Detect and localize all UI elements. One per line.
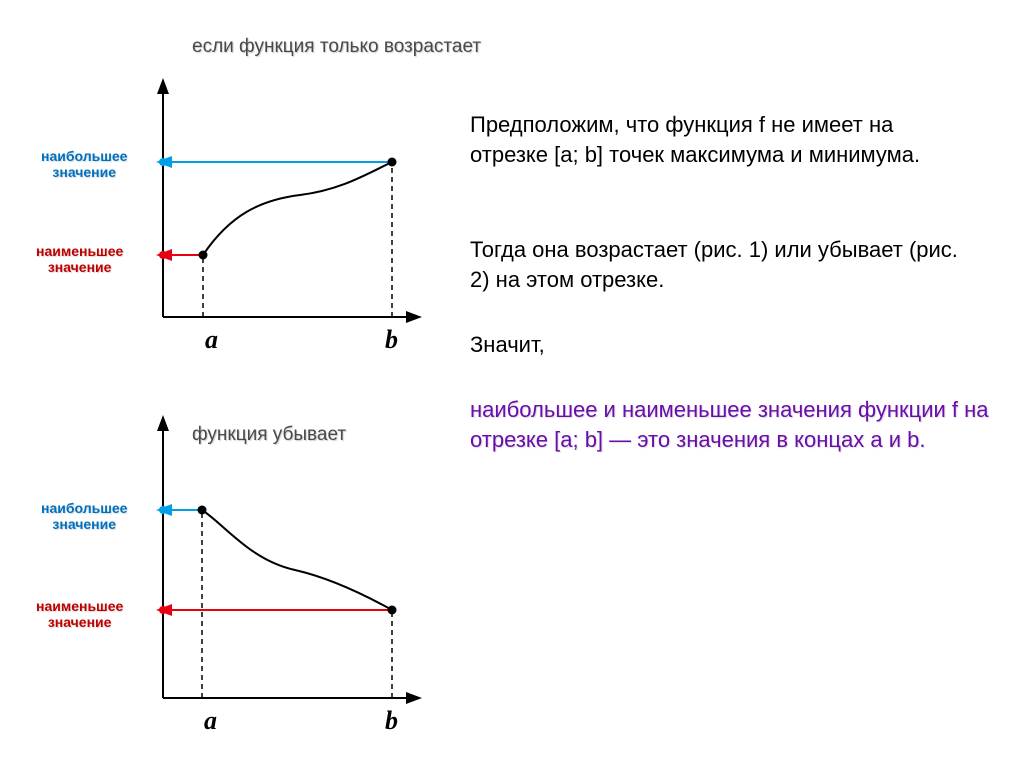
chart2-svg — [0, 400, 460, 760]
body-p3: Значит, — [470, 330, 970, 360]
body-p2: Тогда она возрастает (рис. 1) или убывае… — [470, 235, 970, 294]
body-p1: Предположим, что функция f не имеет на о… — [470, 110, 970, 169]
body-p4: наибольшее и наименьшее значения функции… — [470, 395, 1000, 454]
chart1-svg — [0, 0, 460, 370]
